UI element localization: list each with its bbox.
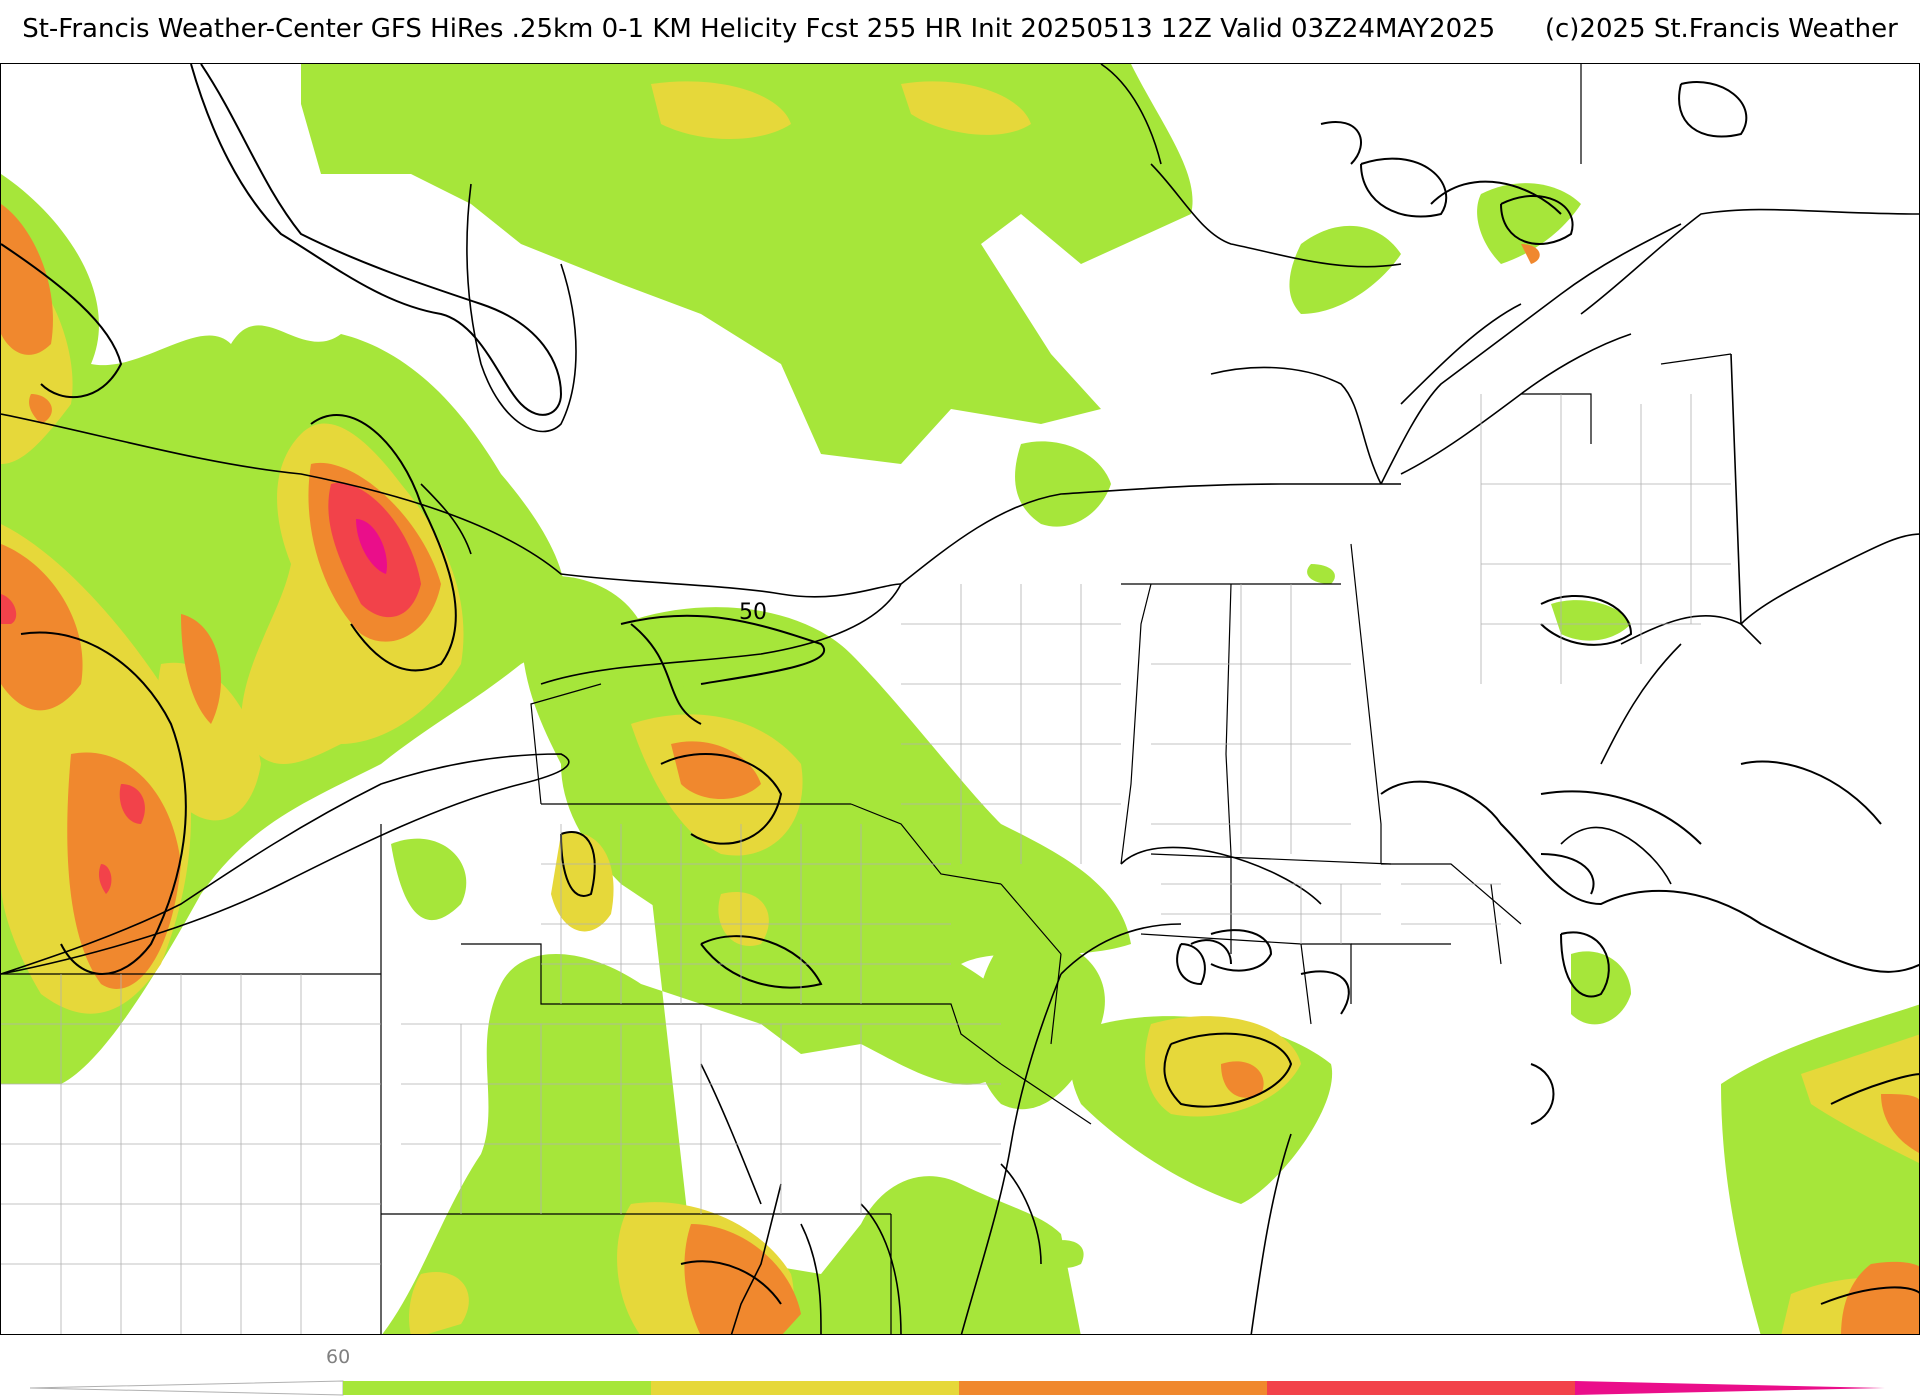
colorbar-high-tip xyxy=(1575,1381,1885,1395)
map-canvas: 50 xyxy=(1,64,1919,1334)
helicity-map: 50 xyxy=(0,63,1920,1335)
county-lines xyxy=(1,394,1731,1334)
map-title: St-Francis Weather-Center GFS HiRes .25k… xyxy=(0,14,1920,44)
helicity-contours xyxy=(1,64,1919,1305)
colorbar-min-label: 60 xyxy=(326,1346,351,1368)
colorbar-seg-2 xyxy=(651,1381,959,1395)
colorbar-seg-4 xyxy=(1267,1381,1575,1395)
title-text: St-Francis Weather-Center GFS HiRes .25k… xyxy=(22,14,1496,44)
coastlines-borders xyxy=(1,64,1919,1334)
helicity-fill-level3 xyxy=(1,204,1919,1334)
colorbar-low-tip xyxy=(29,1380,344,1396)
colorbar xyxy=(29,1380,1885,1396)
colorbar-seg-3 xyxy=(959,1381,1267,1395)
colorbar-seg-1 xyxy=(343,1381,651,1395)
helicity-fill-level5 xyxy=(356,519,387,574)
state-lines xyxy=(1,64,1732,1334)
copyright-text: (c)2025 St.Francis Weather xyxy=(1544,14,1898,44)
contour-label: 50 xyxy=(739,600,767,625)
